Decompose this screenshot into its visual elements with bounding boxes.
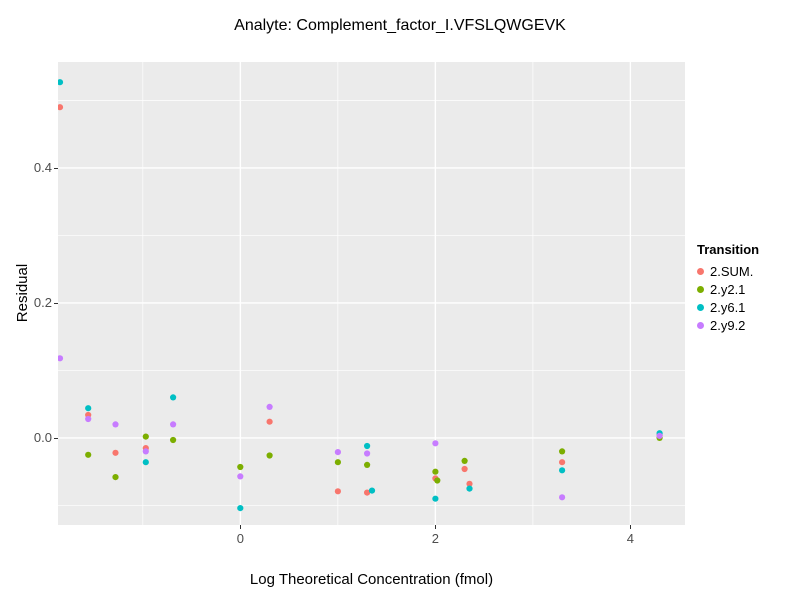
data-point — [237, 473, 244, 480]
data-point — [58, 104, 64, 111]
data-point — [85, 405, 92, 412]
legend-item-label: 2.y2.1 — [710, 281, 746, 297]
data-point — [142, 459, 149, 466]
x-tick-mark — [435, 525, 437, 529]
legend-item-label: 2.y9.2 — [710, 317, 746, 333]
y-tick-label: 0.2 — [33, 294, 52, 310]
data-point — [461, 465, 468, 473]
data-point — [266, 452, 273, 459]
data-point — [112, 449, 119, 456]
data-point — [334, 488, 341, 495]
data-point — [364, 450, 371, 457]
data-point — [237, 505, 244, 512]
data-point — [466, 485, 473, 492]
x-tick-label: 4 — [626, 531, 635, 546]
data-point — [85, 451, 92, 458]
data-point — [434, 477, 441, 484]
y-tick-mark — [54, 302, 58, 304]
data-point — [170, 436, 177, 444]
data-point — [364, 442, 371, 450]
data-point — [559, 459, 566, 466]
legend-swatch — [697, 303, 704, 311]
data-point — [432, 468, 439, 475]
x-axis-label: Log Theoretical Concentration (fmol) — [249, 571, 494, 588]
legend-title: Transition — [697, 242, 760, 257]
data-point — [364, 489, 371, 496]
legend-swatch — [697, 267, 704, 275]
legend-swatch — [697, 321, 704, 329]
data-point — [142, 448, 149, 455]
legend-item-label: 2.y6.1 — [710, 299, 746, 315]
x-tick-label: 2 — [431, 531, 439, 546]
legend-swatch — [697, 285, 704, 293]
y-axis-label: Residual — [14, 263, 31, 323]
data-point — [266, 418, 273, 425]
x-tick-mark — [240, 525, 242, 529]
data-point — [432, 440, 439, 447]
data-point — [266, 403, 273, 410]
y-tick-mark — [54, 167, 58, 169]
data-point — [432, 495, 439, 502]
plot-panel — [58, 62, 685, 525]
data-point — [237, 463, 244, 471]
legend-item: 2.y2.1 — [697, 280, 759, 298]
data-point — [112, 474, 119, 481]
y-tick-label: 0.4 — [33, 159, 52, 175]
chart-title: Analyte: Complement_factor_I.VFSLQWGEVK — [234, 17, 566, 34]
data-point — [364, 461, 371, 468]
data-point — [112, 421, 119, 428]
data-point — [58, 79, 64, 86]
y-tick-label: 0.0 — [33, 429, 52, 445]
legend: Transition 2.SUM. 2.y2.1 2.y6.1 2.y9.2 — [697, 242, 759, 334]
data-point — [656, 432, 663, 439]
data-point — [170, 421, 177, 428]
data-point — [461, 457, 468, 464]
data-point — [85, 415, 92, 423]
legend-items: 2.SUM. 2.y2.1 2.y6.1 2.y9.2 — [697, 262, 759, 334]
legend-item-label: 2.SUM. — [710, 263, 754, 279]
legend-item: 2.y6.1 — [697, 298, 759, 316]
panel-svg — [58, 62, 685, 525]
y-tick-mark — [54, 437, 58, 439]
data-point — [170, 394, 177, 401]
data-point — [334, 459, 341, 466]
legend-item: 2.SUM. — [697, 262, 759, 280]
x-tick-mark — [630, 525, 632, 529]
data-point — [559, 494, 566, 501]
data-point — [559, 448, 566, 455]
data-point — [368, 487, 376, 494]
data-point — [142, 433, 149, 440]
legend-item: 2.y9.2 — [697, 316, 759, 334]
data-point — [466, 480, 473, 487]
data-point — [334, 449, 341, 456]
x-tick-label: 0 — [236, 531, 244, 546]
data-point — [559, 467, 566, 474]
data-point — [58, 355, 64, 362]
